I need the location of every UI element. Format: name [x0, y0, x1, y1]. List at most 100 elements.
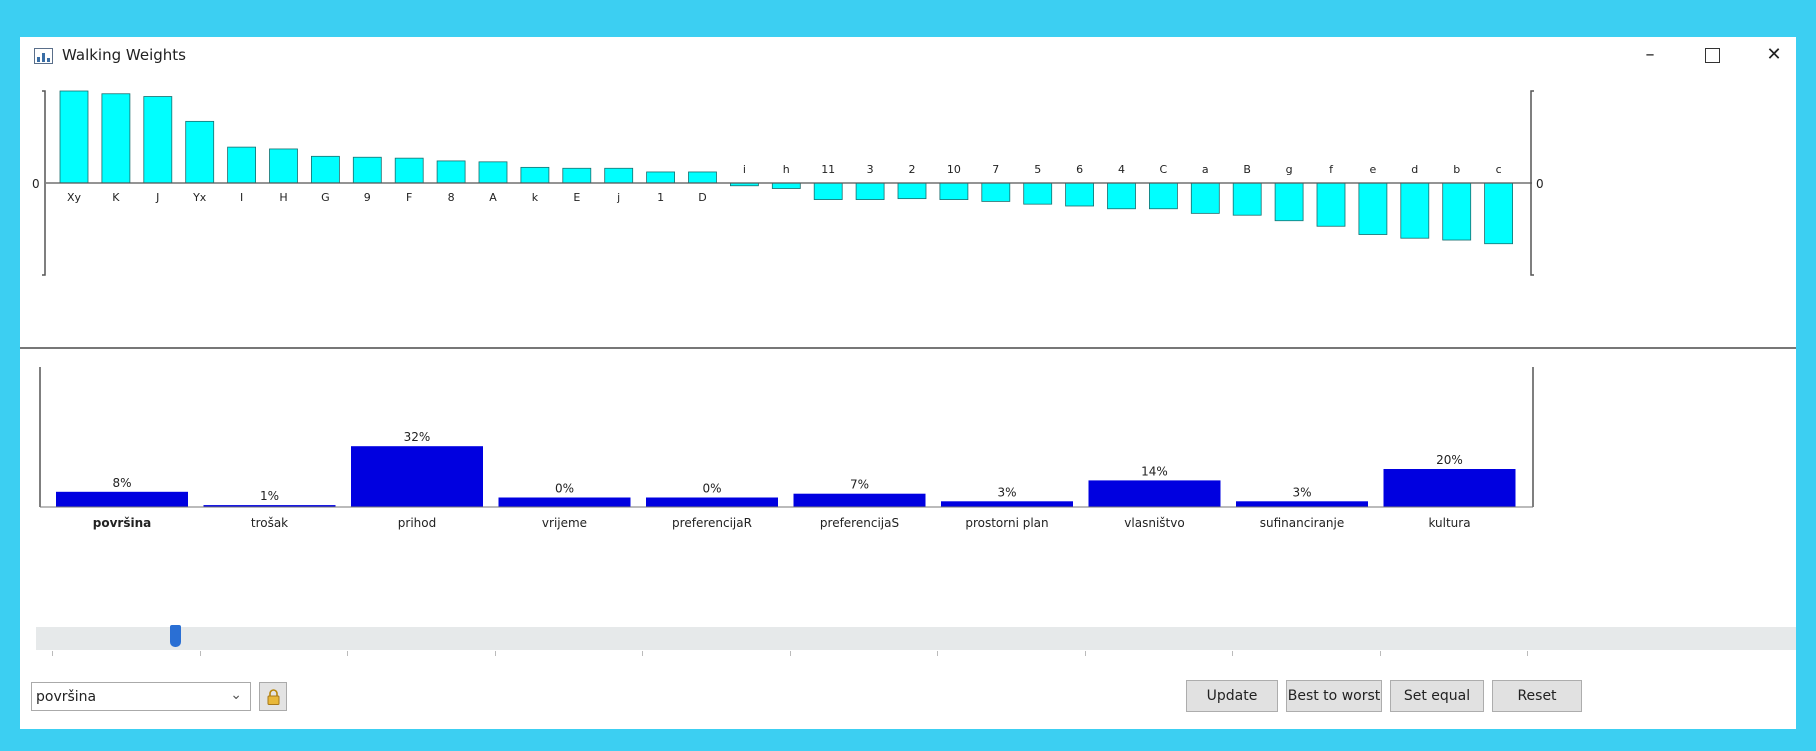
alternative-bar: [813, 182, 843, 200]
criterion-value-label: 1%: [260, 489, 279, 503]
criteria-weights-chart: 8% površina 1% trošak 32% prihod 0% vrijeme 0% pr…: [39, 367, 1534, 530]
left-axis-bracket: [42, 90, 46, 276]
alternative-bar: [604, 167, 634, 184]
criterion-bar: [351, 446, 483, 507]
criterion-label: površina: [93, 516, 151, 530]
lock-icon: [267, 689, 280, 705]
alternative-bar: [478, 161, 508, 184]
zero-label-right: 0: [1536, 177, 1544, 191]
alternative-bar: [771, 182, 801, 189]
criterion-value-label: 8%: [112, 476, 131, 490]
close-button[interactable]: ✕: [1766, 44, 1782, 65]
weight-slider-thumb[interactable]: [170, 625, 181, 647]
best-to-worst-button[interactable]: Best to worst: [1286, 680, 1382, 712]
criterion-bar: [1383, 469, 1516, 507]
alternative-label: 2: [909, 163, 916, 176]
maximize-button[interactable]: [1687, 37, 1737, 73]
slider-tick: [1527, 651, 1528, 656]
criterion-value-label: 3%: [1292, 485, 1311, 499]
alternative-bar: [436, 160, 466, 184]
criterion-value-label: 3%: [997, 485, 1016, 499]
criterion-bar: [646, 497, 778, 507]
slider-tick: [347, 651, 348, 656]
criterion-bar: [56, 491, 188, 507]
criterion-bar: [203, 505, 336, 507]
chart-app-icon: [34, 48, 53, 64]
alternative-bar: [1023, 182, 1053, 205]
alternative-label: 8: [448, 191, 455, 204]
alternative-label: H: [279, 191, 287, 204]
maximize-icon: [1704, 48, 1720, 63]
chart-divider: [20, 347, 1796, 349]
alternative-label: e: [1370, 163, 1377, 176]
weight-slider-track[interactable]: [36, 627, 1796, 650]
zero-label-left: 0: [32, 177, 40, 191]
alternative-label: 7: [992, 163, 999, 176]
criterion-label: sufinanciranje: [1260, 516, 1345, 530]
criterion-label: kultura: [1428, 516, 1470, 530]
alternative-bar: [520, 166, 550, 184]
alternative-label: i: [743, 163, 746, 176]
alternative-bar: [1065, 182, 1094, 207]
criterion-label: vlasništvo: [1124, 516, 1184, 530]
lock-button[interactable]: [259, 682, 287, 711]
alternative-label: c: [1496, 163, 1502, 176]
criterion-select-value: površina: [36, 689, 97, 705]
alternative-label: J: [155, 191, 159, 204]
alternative-label: j: [616, 191, 620, 204]
alternative-bar: [1358, 182, 1388, 235]
alternative-label: B: [1243, 163, 1251, 176]
alternative-bar: [1442, 182, 1472, 241]
alternative-bar: [59, 90, 89, 184]
slider-tick: [1232, 651, 1233, 656]
alternative-bar: [227, 146, 257, 184]
criterion-label: preferencijaR: [672, 516, 752, 530]
alternative-bar: [897, 182, 927, 200]
slider-tick: [642, 651, 643, 656]
alternative-label: b: [1453, 163, 1460, 176]
set-equal-button[interactable]: Set equal: [1390, 680, 1484, 712]
alternative-bar: [1107, 182, 1136, 210]
slider-tick: [199, 651, 201, 656]
minimize-button[interactable]: –: [1645, 44, 1655, 65]
alternative-bar: [1484, 182, 1513, 245]
criterion-label: prostorni plan: [965, 516, 1048, 530]
criterion-bar: [793, 493, 926, 507]
criterion-value-label: 20%: [1436, 453, 1463, 467]
alternative-bar: [1149, 182, 1178, 210]
criterion-value-label: 14%: [1141, 464, 1168, 478]
slider-tick: [1379, 651, 1381, 656]
alternative-label: D: [698, 191, 706, 204]
window-title: Walking Weights: [62, 46, 186, 64]
alternative-bar: [939, 182, 969, 200]
criterion-select[interactable]: površina ⌄: [31, 682, 251, 711]
alternative-bar: [143, 96, 173, 184]
alternative-label: 1: [657, 191, 664, 204]
alternative-label: F: [406, 191, 412, 204]
alternative-bar: [1232, 182, 1262, 216]
slider-tick: [789, 651, 791, 656]
alternative-bar: [352, 156, 382, 184]
criterion-bar: [498, 497, 631, 507]
alternative-bar: [310, 155, 340, 184]
alternative-label: 5: [1034, 163, 1041, 176]
update-button[interactable]: Update: [1186, 680, 1278, 712]
alternative-label: 11: [821, 163, 835, 176]
alternative-bar: [101, 93, 131, 184]
alternative-bar: [855, 182, 885, 200]
criterion-label: preferencijaS: [820, 516, 899, 530]
alternative-label: f: [1329, 163, 1334, 176]
alternative-label: E: [573, 191, 580, 204]
criterion-value-label: 0%: [555, 482, 574, 496]
alternative-bar: [269, 148, 298, 184]
alternative-label: d: [1411, 163, 1418, 176]
alternative-label: 6: [1076, 163, 1083, 176]
alternative-bar: [688, 171, 717, 184]
slider-ticks: [36, 651, 1796, 659]
reset-button[interactable]: Reset: [1492, 680, 1582, 712]
alternative-bar: [1190, 182, 1220, 214]
alternative-label: 10: [947, 163, 961, 176]
alternative-label: a: [1202, 163, 1209, 176]
